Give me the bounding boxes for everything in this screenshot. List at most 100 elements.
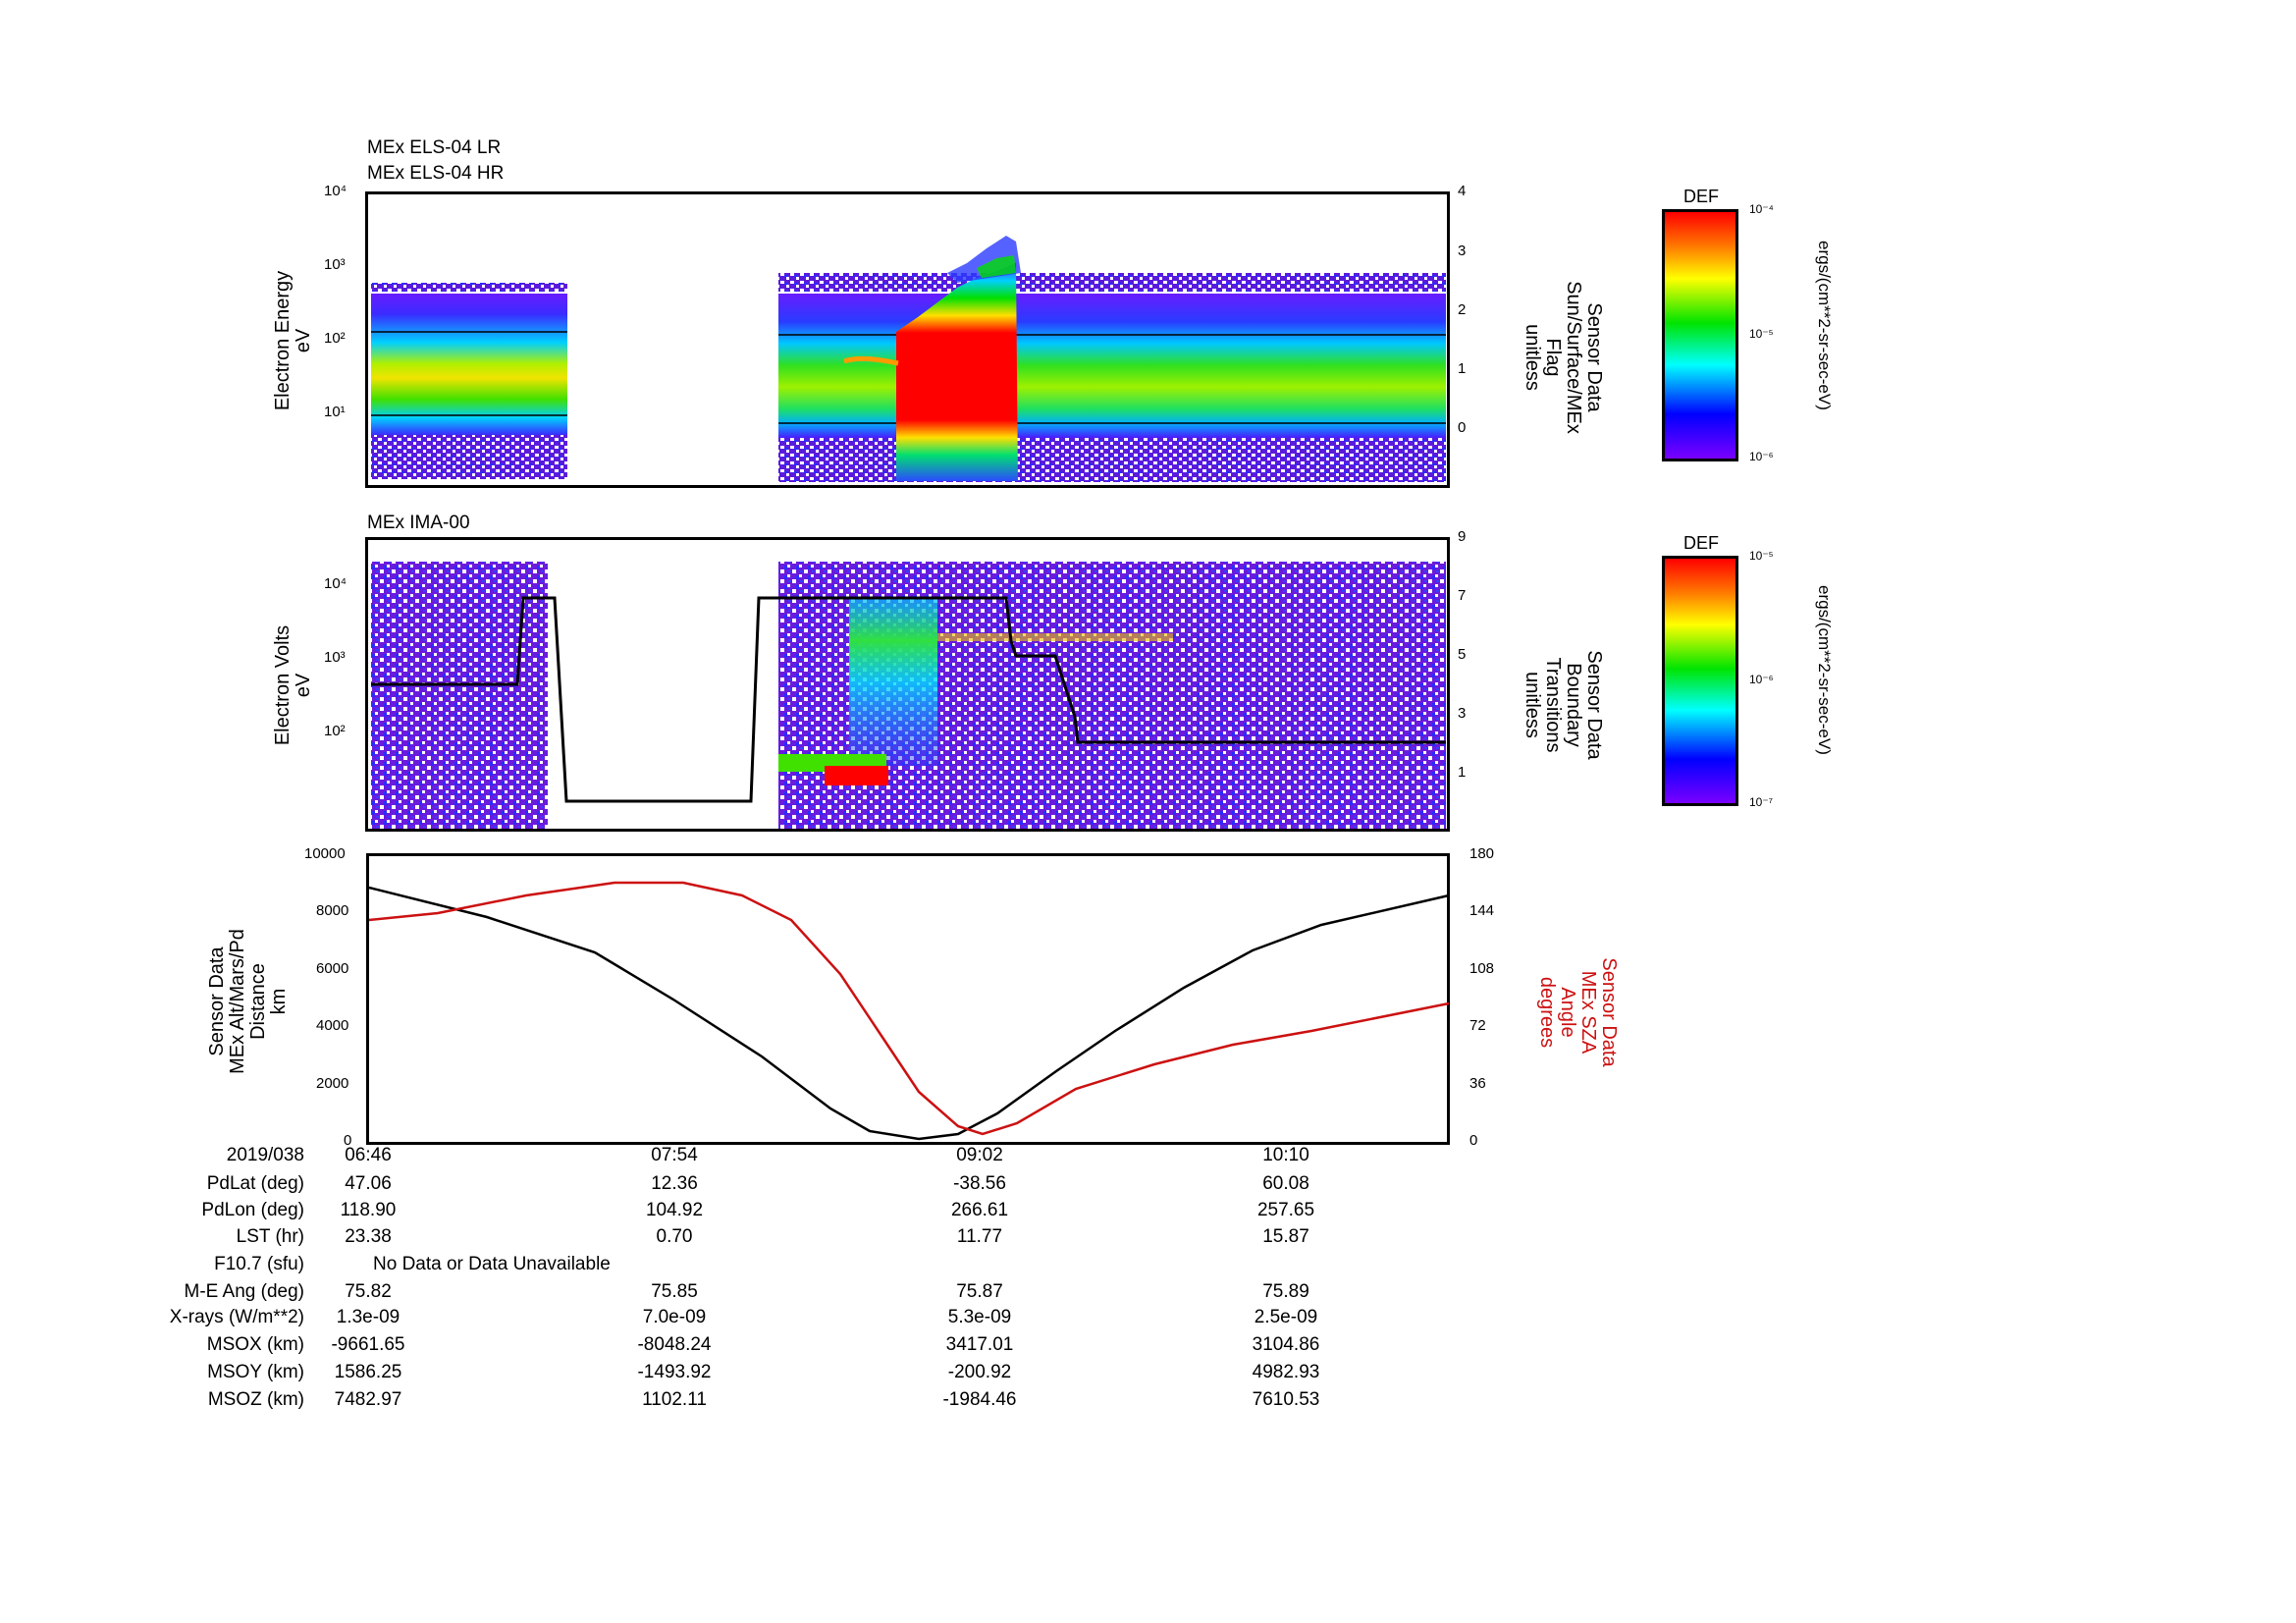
els-y2tick-2: 2 [1458,301,1467,318]
orbit-ylabel-line4: km [268,988,290,1015]
orbit-y2tick-108: 108 [1469,960,1495,977]
els-ytick-10e4: 10⁴ [324,183,347,199]
boundary-transitions-line [371,596,1446,803]
els-y2tick-4: 4 [1458,183,1467,199]
orbit-ytick-2000: 2000 [316,1075,349,1092]
ephem-label-msoy: MSOY (km) [207,1362,304,1382]
orbit-ytick-10000: 10000 [304,845,346,862]
ima-spectrogram [371,562,1446,829]
ephem-pdlat-4: 60.08 [1262,1173,1309,1194]
orbit-ytick-0: 0 [344,1132,352,1149]
els-y2label-line1: Sensor Data [1583,302,1605,412]
orbit-y2label-line3: Angle [1557,987,1578,1038]
ephem-label-msox: MSOX (km) [206,1334,304,1355]
orbit-y2tick-36: 36 [1469,1075,1486,1092]
ephem-pdlon-2: 104.92 [645,1200,704,1220]
ima-y2tick-9: 9 [1458,528,1467,545]
els-title-lr: MEx ELS-04 LR [367,137,502,158]
time-row-label: 2019/038 [226,1145,304,1165]
els-colorbar-max: 10⁻⁴ [1749,202,1774,216]
els-y2tick-0: 0 [1458,419,1467,436]
orbit-ytick-6000: 6000 [316,960,349,977]
orbit-y2label-line4: degrees [1536,976,1558,1049]
sza-line [368,881,1450,1136]
ima-colorbar-min: 10⁻⁷ [1749,795,1774,809]
orbit-y2label-line1: Sensor Data [1598,957,1620,1067]
ephem-msoy-4: 4982.93 [1252,1362,1320,1382]
ima-y2label-line3: Transitions [1542,657,1564,753]
ima-ytick-10e3: 10³ [324,649,346,666]
ima-y2tick-1: 1 [1458,764,1467,781]
els-colorbar-unit: ergs/(cm**2-sr-sec-eV) [1815,241,1834,410]
ephem-xrays-1: 1.3e-09 [336,1307,400,1327]
els-ylabel-line1: Electron Energy [272,270,294,411]
ephem-lst-1: 23.38 [345,1226,392,1247]
orbit-y2tick-180: 180 [1469,845,1495,862]
ephem-pdlat-1: 47.06 [345,1173,392,1194]
els-colorbar-min: 10⁻⁶ [1749,450,1774,463]
ima-y2label-line1: Sensor Data [1583,650,1605,760]
time-tick-3: 09:02 [956,1145,1003,1165]
orbit-ylabel-line2: MEx Alt/Mars/Pd [227,929,248,1074]
ephem-pdlon-3: 266.61 [950,1200,1009,1220]
ima-y2label-line4: unitless [1522,672,1543,738]
els-y2label-line4: unitless [1522,324,1543,391]
els-y2label-line3: Flag [1542,338,1564,377]
ephem-pdlat-2: 12.36 [651,1173,698,1194]
time-tick-2: 07:54 [651,1145,698,1165]
els-ytick-10e3: 10³ [324,256,346,273]
els-colorbar-title: DEF [1683,187,1719,206]
ima-y2tick-7: 7 [1458,587,1467,604]
ephem-pdlon-1: 118.90 [340,1200,397,1220]
ephem-label-msoz: MSOZ (km) [207,1389,304,1410]
ephem-label-f107: F10.7 (sfu) [214,1254,304,1274]
ephem-xrays-3: 5.3e-09 [947,1307,1012,1327]
orbit-ytick-8000: 8000 [316,902,349,919]
ima-y2label: Sensor Data Boundary Transitions unitles… [1518,602,1605,808]
ephem-msoz-1: 7482.97 [334,1389,402,1410]
ephem-label-lst: LST (hr) [236,1226,304,1247]
ephem-msox-4: 3104.86 [1252,1334,1320,1355]
ephem-label-pdlon: PdLon (deg) [201,1200,304,1220]
ephem-msox-1: -9661.65 [331,1334,405,1355]
ima-ytick-10e2: 10² [324,723,346,739]
ima-title: MEx IMA-00 [367,513,470,533]
els-ytick-10e1: 10¹ [324,404,346,420]
ima-colorbar-title: DEF [1683,533,1719,553]
ephem-lst-3: 11.77 [956,1226,1003,1247]
ephem-pdlon-4: 257.65 [1256,1200,1315,1220]
els-y2tick-1: 1 [1458,360,1467,377]
altitude-line [368,886,1450,1141]
els-y2label-line2: Sun/Surface/MEx [1563,281,1584,434]
ephem-msoz-2: 1102.11 [642,1389,707,1410]
ephem-lst-4: 15.87 [1262,1226,1309,1247]
orbit-y2label-line2: MEx SZA [1577,970,1599,1055]
els-colorbar [1662,209,1738,461]
ima-ylabel-line2: eV [293,673,314,698]
orbit-y2label: Sensor Data MEx SZA Angle degrees [1532,909,1620,1115]
orbit-y2tick-144: 144 [1469,902,1495,919]
ephem-label-pdlat: PdLat (deg) [206,1173,304,1194]
ephem-meang-2: 75.85 [651,1281,698,1302]
ima-y2tick-5: 5 [1458,646,1467,663]
ima-colorbar-unit: ergs/(cm**2-sr-sec-eV) [1815,585,1834,755]
ephem-msoy-3: -200.92 [947,1362,1012,1382]
els-spectrogram-panel [365,191,1450,488]
els-spectrogram [371,236,1446,482]
ephem-pdlat-3: -38.56 [953,1173,1006,1194]
ephem-xrays-4: 2.5e-09 [1254,1307,1318,1327]
ima-ytick-10e4: 10⁴ [324,575,347,592]
ephem-label-meang: M-E Ang (deg) [184,1281,305,1302]
els-ylabel: Electron Energy eV [272,233,316,449]
ephem-meang-4: 75.89 [1262,1281,1309,1302]
ephem-meang-1: 75.82 [345,1281,392,1302]
orbit-ytick-4000: 4000 [316,1017,349,1034]
ephem-xrays-2: 7.0e-09 [642,1307,707,1327]
els-y2label: Sensor Data Sun/Surface/MEx Flag unitles… [1518,254,1605,460]
ephem-msoz-3: -1984.46 [942,1389,1017,1410]
orbit-line-chart [368,881,1450,1141]
ephem-msoy-2: -1493.92 [637,1362,712,1382]
ephem-msox-3: 3417.01 [945,1334,1014,1355]
orbit-line-panel [366,853,1450,1145]
ima-colorbar [1662,556,1738,806]
